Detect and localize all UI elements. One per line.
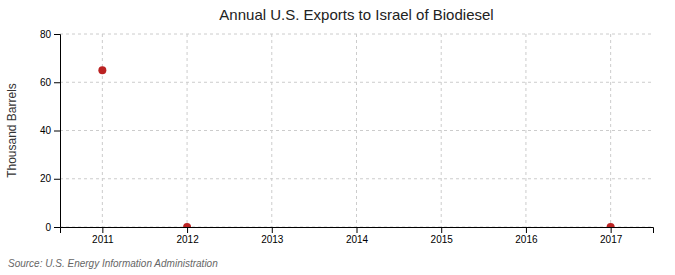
x-axis-line (61, 228, 654, 234)
grid-line-y (60, 82, 653, 83)
grid-line-y (60, 34, 653, 35)
grid-line-x (610, 34, 611, 227)
x-tick: 2017 (600, 227, 623, 245)
title: Annual U.S. Exports to Israel of Biodies… (219, 6, 493, 23)
y-tick: 40 (40, 125, 60, 136)
y-tick: 20 (40, 173, 60, 184)
y-tick-mark (54, 227, 60, 228)
point (607, 223, 615, 227)
x-tick-mark (272, 227, 273, 233)
y-tick: 60 (40, 77, 60, 88)
x-tick-mark (526, 227, 527, 233)
x-tick-label: 2016 (515, 234, 538, 245)
y-tick-mark (54, 131, 60, 132)
x-tick: 2012 (176, 227, 199, 245)
y-axis-title: Thousand Barrels (5, 83, 19, 178)
x-tick-mark (102, 227, 103, 233)
grid (60, 34, 653, 227)
y-tick-label: 60 (40, 77, 52, 88)
x-tick: 2015 (431, 227, 454, 245)
y-tick-mark (54, 34, 60, 35)
x-tick: 2014 (346, 227, 369, 245)
y-tick-mark (54, 179, 60, 180)
y-tick: 80 (40, 29, 60, 40)
y-tick: 0 (45, 222, 60, 233)
annotation: Source: U.S. Energy Information Administ… (8, 258, 218, 269)
x-tick-label: 2017 (600, 234, 623, 245)
point (183, 223, 191, 227)
y-tick-mark (54, 82, 60, 83)
chart-svg: 2011 2012 2013 2014 2015 2016 2017 0 20 40 60 80 Ann… (0, 0, 675, 275)
x-axis: 2011 2012 2013 2014 2015 2016 2017 (61, 227, 654, 245)
y-tick-label: 40 (40, 125, 52, 136)
x-tick-label: 2014 (346, 234, 369, 245)
x-tick: 2016 (515, 227, 538, 245)
points (98, 66, 614, 227)
x-tick-label: 2013 (261, 234, 284, 245)
x-tick-mark (357, 227, 358, 233)
y-axis: 0 20 40 60 80 (40, 29, 61, 233)
x-tick: 2011 (92, 227, 114, 245)
grid-line-x (525, 34, 526, 227)
x-tick-label: 2015 (431, 234, 454, 245)
point (98, 66, 106, 74)
grid-line-y (60, 178, 653, 179)
chart-container: 2011 2012 2013 2014 2015 2016 2017 0 20 40 60 80 Ann… (0, 0, 675, 275)
x-tick: 2013 (261, 227, 284, 245)
grid-line-y (60, 130, 653, 131)
x-tick-label: 2011 (92, 234, 114, 245)
x-tick-mark (611, 227, 612, 233)
y-tick-label: 80 (40, 29, 52, 40)
y-tick-label: 0 (45, 222, 51, 233)
y-tick-label: 20 (40, 173, 52, 184)
x-tick-mark (187, 227, 188, 233)
y-axis-line (54, 35, 61, 228)
x-tick-label: 2012 (176, 234, 199, 245)
x-tick-mark (441, 227, 442, 233)
